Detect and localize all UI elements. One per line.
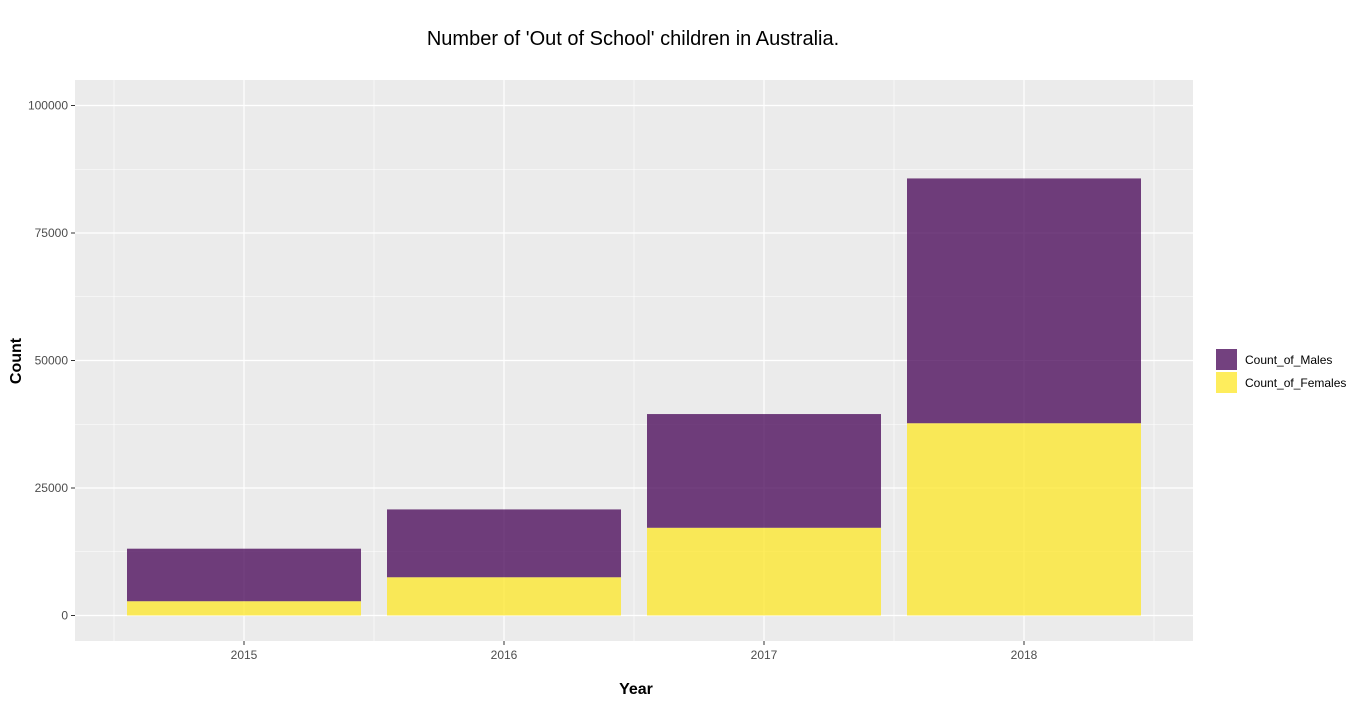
bar-count-of-females-2016 bbox=[387, 577, 621, 616]
bars bbox=[127, 178, 1141, 616]
x-tick-label: 2015 bbox=[231, 648, 258, 662]
y-axis-ticks: 0 25000 50000 75000 100000 bbox=[28, 99, 75, 623]
y-axis-title: Count bbox=[8, 337, 25, 384]
legend-item-males: Count_of_Males bbox=[1216, 348, 1346, 371]
y-tick-label: 0 bbox=[61, 609, 68, 623]
x-axis-ticks: 2015 2016 2017 2018 bbox=[231, 641, 1038, 662]
bar-count-of-males-2018 bbox=[907, 178, 1141, 424]
legend-label-females: Count_of_Females bbox=[1245, 375, 1347, 390]
bar-count-of-males-2017 bbox=[647, 414, 881, 528]
bar-count-of-males-2015 bbox=[127, 548, 361, 602]
legend-item-females: Count_of_Females bbox=[1216, 371, 1346, 394]
x-tick-label: 2016 bbox=[491, 648, 518, 662]
x-tick-label: 2018 bbox=[1011, 648, 1038, 662]
bar-count-of-females-2017 bbox=[647, 527, 881, 616]
bar-count-of-males-2016 bbox=[387, 509, 621, 578]
legend: Count_of_Males Count_of_Females bbox=[1216, 348, 1346, 394]
bar-count-of-females-2018 bbox=[907, 423, 1141, 616]
chart-title: Number of 'Out of School' children in Au… bbox=[426, 28, 840, 50]
x-axis-title: Year bbox=[619, 681, 653, 698]
y-tick-label: 50000 bbox=[35, 354, 69, 368]
legend-key-females bbox=[1216, 372, 1237, 393]
bar-count-of-females-2015 bbox=[127, 601, 361, 616]
y-tick-label: 75000 bbox=[35, 226, 69, 240]
x-tick-label: 2017 bbox=[751, 648, 778, 662]
y-tick-label: 100000 bbox=[28, 99, 68, 113]
legend-label-males: Count_of_Males bbox=[1245, 352, 1333, 367]
y-tick-label: 25000 bbox=[35, 481, 69, 495]
legend-key-males bbox=[1216, 349, 1237, 370]
